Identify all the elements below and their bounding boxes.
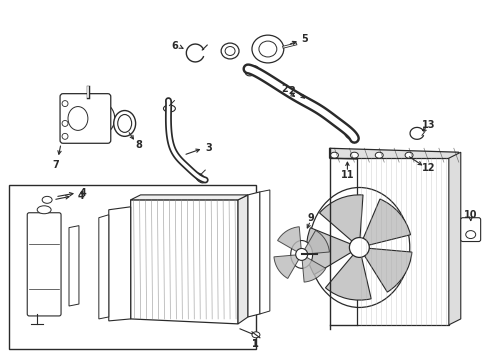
Ellipse shape [196,173,205,183]
Text: 4: 4 [77,191,84,201]
Wedge shape [302,255,326,282]
Ellipse shape [252,332,260,338]
Polygon shape [248,192,260,317]
Polygon shape [69,226,79,306]
Ellipse shape [225,46,235,55]
Text: 2: 2 [288,86,294,96]
Text: 6: 6 [172,41,178,51]
Text: 7: 7 [53,160,59,170]
Text: 4: 4 [79,188,86,198]
Ellipse shape [259,41,277,57]
Text: 13: 13 [422,121,436,130]
Polygon shape [109,207,131,321]
Ellipse shape [42,196,52,203]
Ellipse shape [245,66,259,76]
Wedge shape [325,247,371,300]
Polygon shape [329,148,459,162]
Polygon shape [449,152,461,325]
Circle shape [62,100,68,107]
Text: 11: 11 [341,170,354,180]
Text: 9: 9 [307,213,314,223]
Ellipse shape [405,152,413,158]
Bar [9,185,256,349]
Wedge shape [359,199,411,247]
Text: 12: 12 [422,163,436,173]
Circle shape [295,248,308,260]
Circle shape [62,133,68,139]
Polygon shape [99,215,109,319]
Circle shape [62,121,68,126]
Ellipse shape [118,114,132,132]
Wedge shape [307,228,359,275]
Text: 2: 2 [281,84,288,94]
Polygon shape [238,195,248,324]
Text: 8: 8 [135,140,142,150]
Circle shape [349,238,369,257]
Ellipse shape [37,206,51,214]
Text: 1: 1 [251,339,258,349]
Ellipse shape [375,152,383,158]
Ellipse shape [68,107,88,130]
FancyBboxPatch shape [27,213,61,316]
Ellipse shape [164,105,175,112]
Wedge shape [319,195,363,247]
Ellipse shape [221,43,239,59]
Ellipse shape [331,152,339,158]
FancyBboxPatch shape [461,218,481,242]
Ellipse shape [87,103,115,134]
Ellipse shape [344,127,355,140]
Polygon shape [260,190,270,314]
Ellipse shape [466,231,476,239]
Ellipse shape [252,35,284,63]
Text: 5: 5 [302,34,308,44]
Polygon shape [131,200,238,324]
Ellipse shape [350,152,358,158]
Bar [357,158,449,325]
Wedge shape [302,230,329,255]
Wedge shape [359,247,412,292]
Text: 10: 10 [464,210,477,220]
Text: 1: 1 [251,339,258,349]
FancyBboxPatch shape [60,94,111,143]
Wedge shape [277,227,302,255]
Polygon shape [131,195,248,200]
Ellipse shape [114,111,136,136]
Wedge shape [274,255,302,279]
Text: 3: 3 [205,143,212,153]
Ellipse shape [291,240,313,268]
